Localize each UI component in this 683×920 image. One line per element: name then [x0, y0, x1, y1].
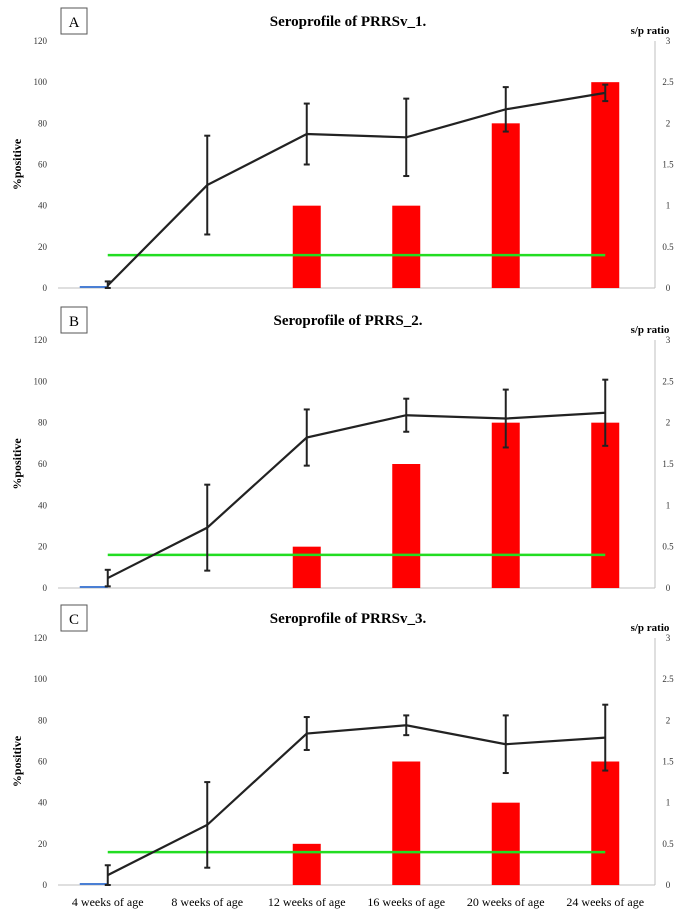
y-axis-title: %positive — [10, 138, 24, 190]
y2-tick-label: 1 — [666, 500, 671, 510]
y-tick-label: 100 — [34, 77, 48, 87]
y2-tick-label: 0 — [666, 880, 671, 890]
y2-tick-label: 2 — [666, 418, 671, 428]
y-tick-label: 100 — [34, 376, 48, 386]
panel-label-box — [60, 7, 88, 35]
x-tick-label: 20 weeks of age — [467, 895, 545, 909]
bar — [292, 205, 321, 288]
bar — [392, 761, 421, 885]
x-tick-label: 4 weeks of age — [72, 895, 144, 909]
y2-tick-label: 1 — [666, 798, 671, 808]
y-tick-label: 120 — [34, 36, 48, 46]
bar — [491, 422, 520, 588]
y2-axis-title: s/p ratio — [631, 25, 670, 37]
y-tick-label: 80 — [38, 118, 48, 128]
y2-tick-label: 0.5 — [662, 242, 674, 252]
panel-title: Seroprofile of PRRSv_1. — [270, 14, 427, 30]
y-tick-label: 80 — [38, 715, 48, 725]
panel-title: Seroprofile of PRRS_2. — [273, 313, 422, 329]
bar — [591, 761, 620, 885]
y2-tick-label: 2.5 — [662, 77, 674, 87]
y-axis-title: %positive — [10, 438, 24, 490]
y-tick-label: 20 — [38, 542, 48, 552]
y2-tick-label: 0.5 — [662, 839, 674, 849]
sp-ratio-line — [107, 411, 606, 580]
panel-title: Seroprofile of PRRSv_3. — [270, 611, 427, 627]
bar — [491, 802, 520, 885]
y2-tick-label: 2.5 — [662, 376, 674, 386]
y2-tick-label: 2.5 — [662, 674, 674, 684]
y2-tick-label: 0 — [666, 283, 671, 293]
sp-ratio-line — [106, 91, 606, 287]
y-tick-label: 40 — [38, 500, 48, 510]
panel-label-box — [60, 306, 88, 334]
x-tick-label: 16 weeks of age — [367, 895, 445, 909]
y-tick-label: 0 — [43, 880, 48, 890]
y-tick-label: 40 — [38, 798, 48, 808]
y2-tick-label: 1 — [666, 201, 671, 211]
panel-label: C — [69, 612, 79, 628]
y-tick-label: 0 — [43, 583, 48, 593]
bar — [392, 464, 421, 588]
y2-axis-title: s/p ratio — [631, 622, 670, 634]
y2-tick-label: 3 — [666, 633, 671, 643]
y-tick-label: 20 — [38, 242, 48, 252]
y2-axis-title: s/p ratio — [631, 324, 670, 336]
y2-tick-label: 1.5 — [662, 459, 674, 469]
x-tick-label: 8 weeks of age — [171, 895, 243, 909]
y-tick-label: 120 — [34, 335, 48, 345]
panel-label: A — [69, 15, 80, 31]
y-tick-label: 100 — [34, 674, 48, 684]
panel-label-box — [60, 604, 88, 632]
y-tick-label: 120 — [34, 633, 48, 643]
y2-tick-label: 3 — [666, 36, 671, 46]
y2-tick-label: 3 — [666, 335, 671, 345]
y-tick-label: 40 — [38, 201, 48, 211]
bar — [591, 422, 620, 588]
x-tick-label: 12 weeks of age — [268, 895, 346, 909]
y-tick-label: 60 — [38, 459, 48, 469]
y-tick-label: 0 — [43, 283, 48, 293]
bar — [591, 82, 620, 289]
y-tick-label: 20 — [38, 839, 48, 849]
sp-ratio-line — [107, 724, 606, 877]
y2-tick-label: 2 — [666, 715, 671, 725]
bar — [392, 205, 421, 288]
bar — [491, 123, 520, 288]
y2-tick-label: 0.5 — [662, 542, 674, 552]
y2-tick-label: 1.5 — [662, 160, 674, 170]
panel-label: B — [69, 314, 79, 330]
y2-tick-label: 2 — [666, 118, 671, 128]
y-axis-title: %positive — [10, 735, 24, 787]
y-tick-label: 60 — [38, 160, 48, 170]
y2-tick-label: 0 — [666, 583, 671, 593]
x-tick-label: 24 weeks of age — [566, 895, 644, 909]
y-tick-label: 80 — [38, 418, 48, 428]
bar — [292, 546, 321, 588]
y2-tick-label: 1.5 — [662, 757, 674, 767]
y-tick-label: 60 — [38, 757, 48, 767]
bar — [292, 843, 321, 885]
